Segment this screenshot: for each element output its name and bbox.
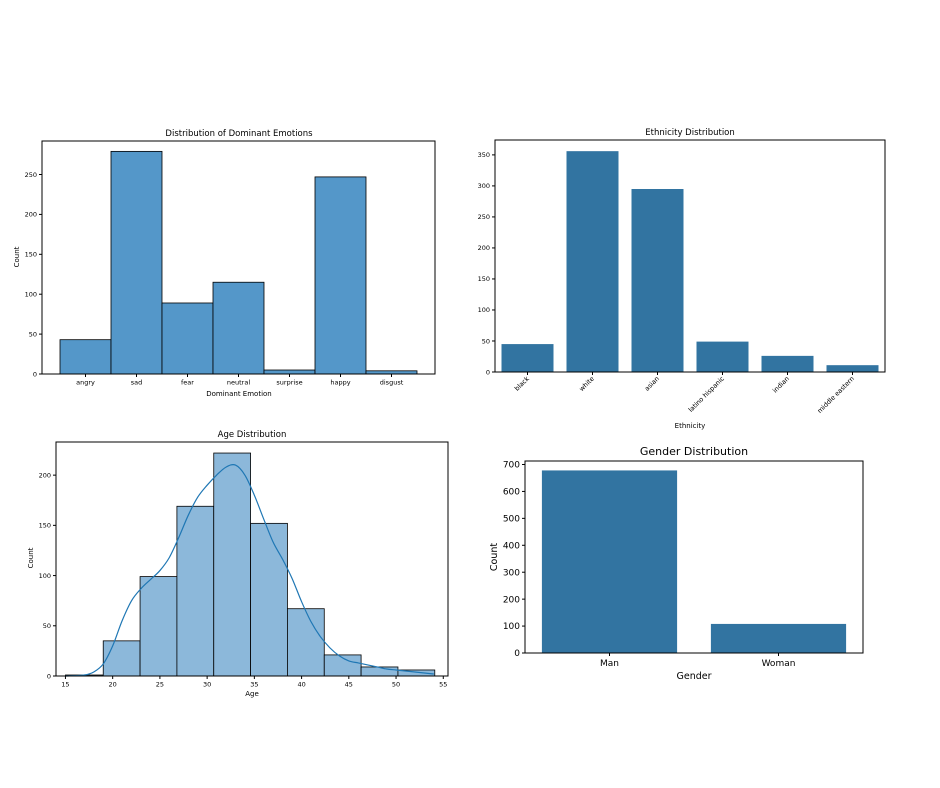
age-ytick-label: 0: [47, 672, 51, 680]
ethnicity-chart-xlabel: Ethnicity: [675, 422, 706, 430]
ethnicity-chart-title: Ethnicity Distribution: [645, 128, 735, 138]
emotion-bar-happy: [314, 176, 367, 375]
age-ytick-label: 100: [39, 572, 51, 580]
age-plot-frame: [55, 441, 449, 677]
emotion-chart-xlabel: Dominant Emotion: [206, 390, 272, 398]
gender-chart-xlabel: Gender: [676, 671, 711, 682]
emotion-xtick-label: angry: [76, 379, 95, 387]
ethnicity-bar-latino-hispanic: [696, 341, 749, 372]
age-ytick-label: 50: [43, 622, 51, 630]
ethnicity-chart: Ethnicity Distribution Ethnicity 0 50 100 1…: [478, 128, 886, 430]
emotion-xtick-label: surprise: [276, 379, 302, 387]
ethnicity-bar-indian: [761, 355, 814, 372]
emotion-xtick-label: neutral: [227, 379, 250, 387]
gender-chart-title: Gender Distribution: [640, 445, 748, 458]
ethnicity-xtick-label: latino hispanic: [687, 374, 726, 413]
ethnicity-xtick-label: black: [513, 375, 531, 393]
emotion-ytick-label: 0: [33, 370, 37, 378]
ethnicity-ytick-label: 50: [482, 337, 490, 345]
gender-ytick-label: 200: [503, 595, 520, 605]
emotion-xtick-label: disgust: [380, 379, 404, 387]
ethnicity-bar-asian: [631, 189, 684, 372]
ethnicity-ytick-label: 0: [486, 368, 490, 376]
age-xtick-label: 40: [297, 681, 305, 689]
gender-chart-ylabel: Count: [489, 543, 500, 571]
emotion-chart-ylabel: Count: [13, 246, 21, 267]
age-bin-bar: [213, 452, 251, 677]
ethnicity-ytick-label: 300: [478, 182, 490, 190]
ethnicity-bar-middle-eastern: [826, 365, 879, 372]
emotion-bar-angry: [59, 339, 112, 375]
ethnicity-ytick-label: 100: [478, 306, 490, 314]
gender-chart: Gender Distribution Gender Count 0 100 200…: [489, 445, 864, 682]
age-ytick-label: 200: [39, 471, 51, 479]
emotion-chart: Distribution of Dominant Emotions Domina…: [13, 129, 436, 398]
emotion-chart-title: Distribution of Dominant Emotions: [165, 129, 313, 139]
ethnicity-ytick-label: 350: [478, 151, 490, 159]
age-xtick-label: 30: [203, 681, 211, 689]
age-bin-bar: [360, 666, 399, 677]
ethnicity-bar-black: [501, 344, 554, 372]
age-xtick-label: 35: [250, 681, 258, 689]
age-chart-title: Age Distribution: [218, 430, 287, 440]
age-xtick-label: 20: [109, 681, 117, 689]
ethnicity-bar-white: [566, 151, 619, 372]
ethnicity-xtick-label: middle eastern: [816, 375, 856, 415]
age-bin-bar: [250, 522, 288, 677]
emotion-ytick-label: 100: [25, 290, 37, 298]
emotion-ytick-label: 150: [25, 251, 37, 259]
emotion-ytick-label: 50: [29, 330, 37, 338]
age-kde-line: [65, 464, 434, 677]
emotion-xtick-label: fear: [181, 379, 194, 387]
age-xtick-label: 45: [345, 681, 353, 689]
age-xtick-label: 25: [156, 681, 164, 689]
gender-xtick-label: Man: [600, 659, 619, 669]
gender-ytick-label: 0: [514, 649, 520, 659]
gender-bar-Woman: [710, 623, 847, 653]
age-chart-ylabel: Count: [27, 547, 35, 568]
ethnicity-xtick-label: asian: [643, 375, 661, 393]
ethnicity-plot-frame: [494, 139, 886, 373]
gender-ytick-label: 700: [503, 461, 520, 471]
emotion-xtick-label: happy: [330, 379, 350, 387]
gender-ytick-label: 500: [503, 515, 520, 525]
ethnicity-ytick-label: 200: [478, 244, 490, 252]
emotion-plot-frame: [41, 140, 436, 375]
ethnicity-ytick-label: 250: [478, 213, 490, 221]
age-bin-bar: [139, 576, 178, 677]
ethnicity-xtick-label: white: [578, 375, 596, 393]
gender-ytick-label: 300: [503, 568, 520, 578]
gender-ytick-label: 100: [503, 622, 520, 632]
emotion-ytick-label: 250: [25, 171, 37, 179]
age-xtick-label: 50: [392, 681, 400, 689]
emotion-bar-sad: [110, 150, 163, 375]
age-bin-bar: [287, 608, 325, 677]
age-xtick-label: 15: [61, 681, 69, 689]
ethnicity-xtick-label: indian: [771, 375, 791, 395]
ethnicity-ytick-label: 150: [478, 275, 490, 283]
age-chart-xlabel: Age: [245, 690, 259, 698]
gender-ytick-label: 400: [503, 541, 520, 551]
emotion-bar-neutral: [212, 281, 265, 375]
gender-ytick-label: 600: [503, 488, 520, 498]
gender-bar-Man: [541, 470, 678, 653]
gender-xtick-label: Woman: [762, 659, 796, 669]
emotion-bar-surprise: [263, 369, 316, 375]
age-bin-bar: [102, 640, 141, 677]
age-bin-bar: [176, 505, 215, 677]
age-xtick-label: 55: [439, 681, 447, 689]
gender-plot-frame: [524, 460, 864, 654]
age-ytick-label: 150: [39, 522, 51, 530]
emotion-xtick-label: sad: [131, 379, 143, 387]
age-chart: Age Distribution Age Count 0 50 100 150 200 1…: [27, 430, 449, 698]
emotion-bar-fear: [161, 302, 214, 375]
emotion-ytick-label: 200: [25, 211, 37, 219]
